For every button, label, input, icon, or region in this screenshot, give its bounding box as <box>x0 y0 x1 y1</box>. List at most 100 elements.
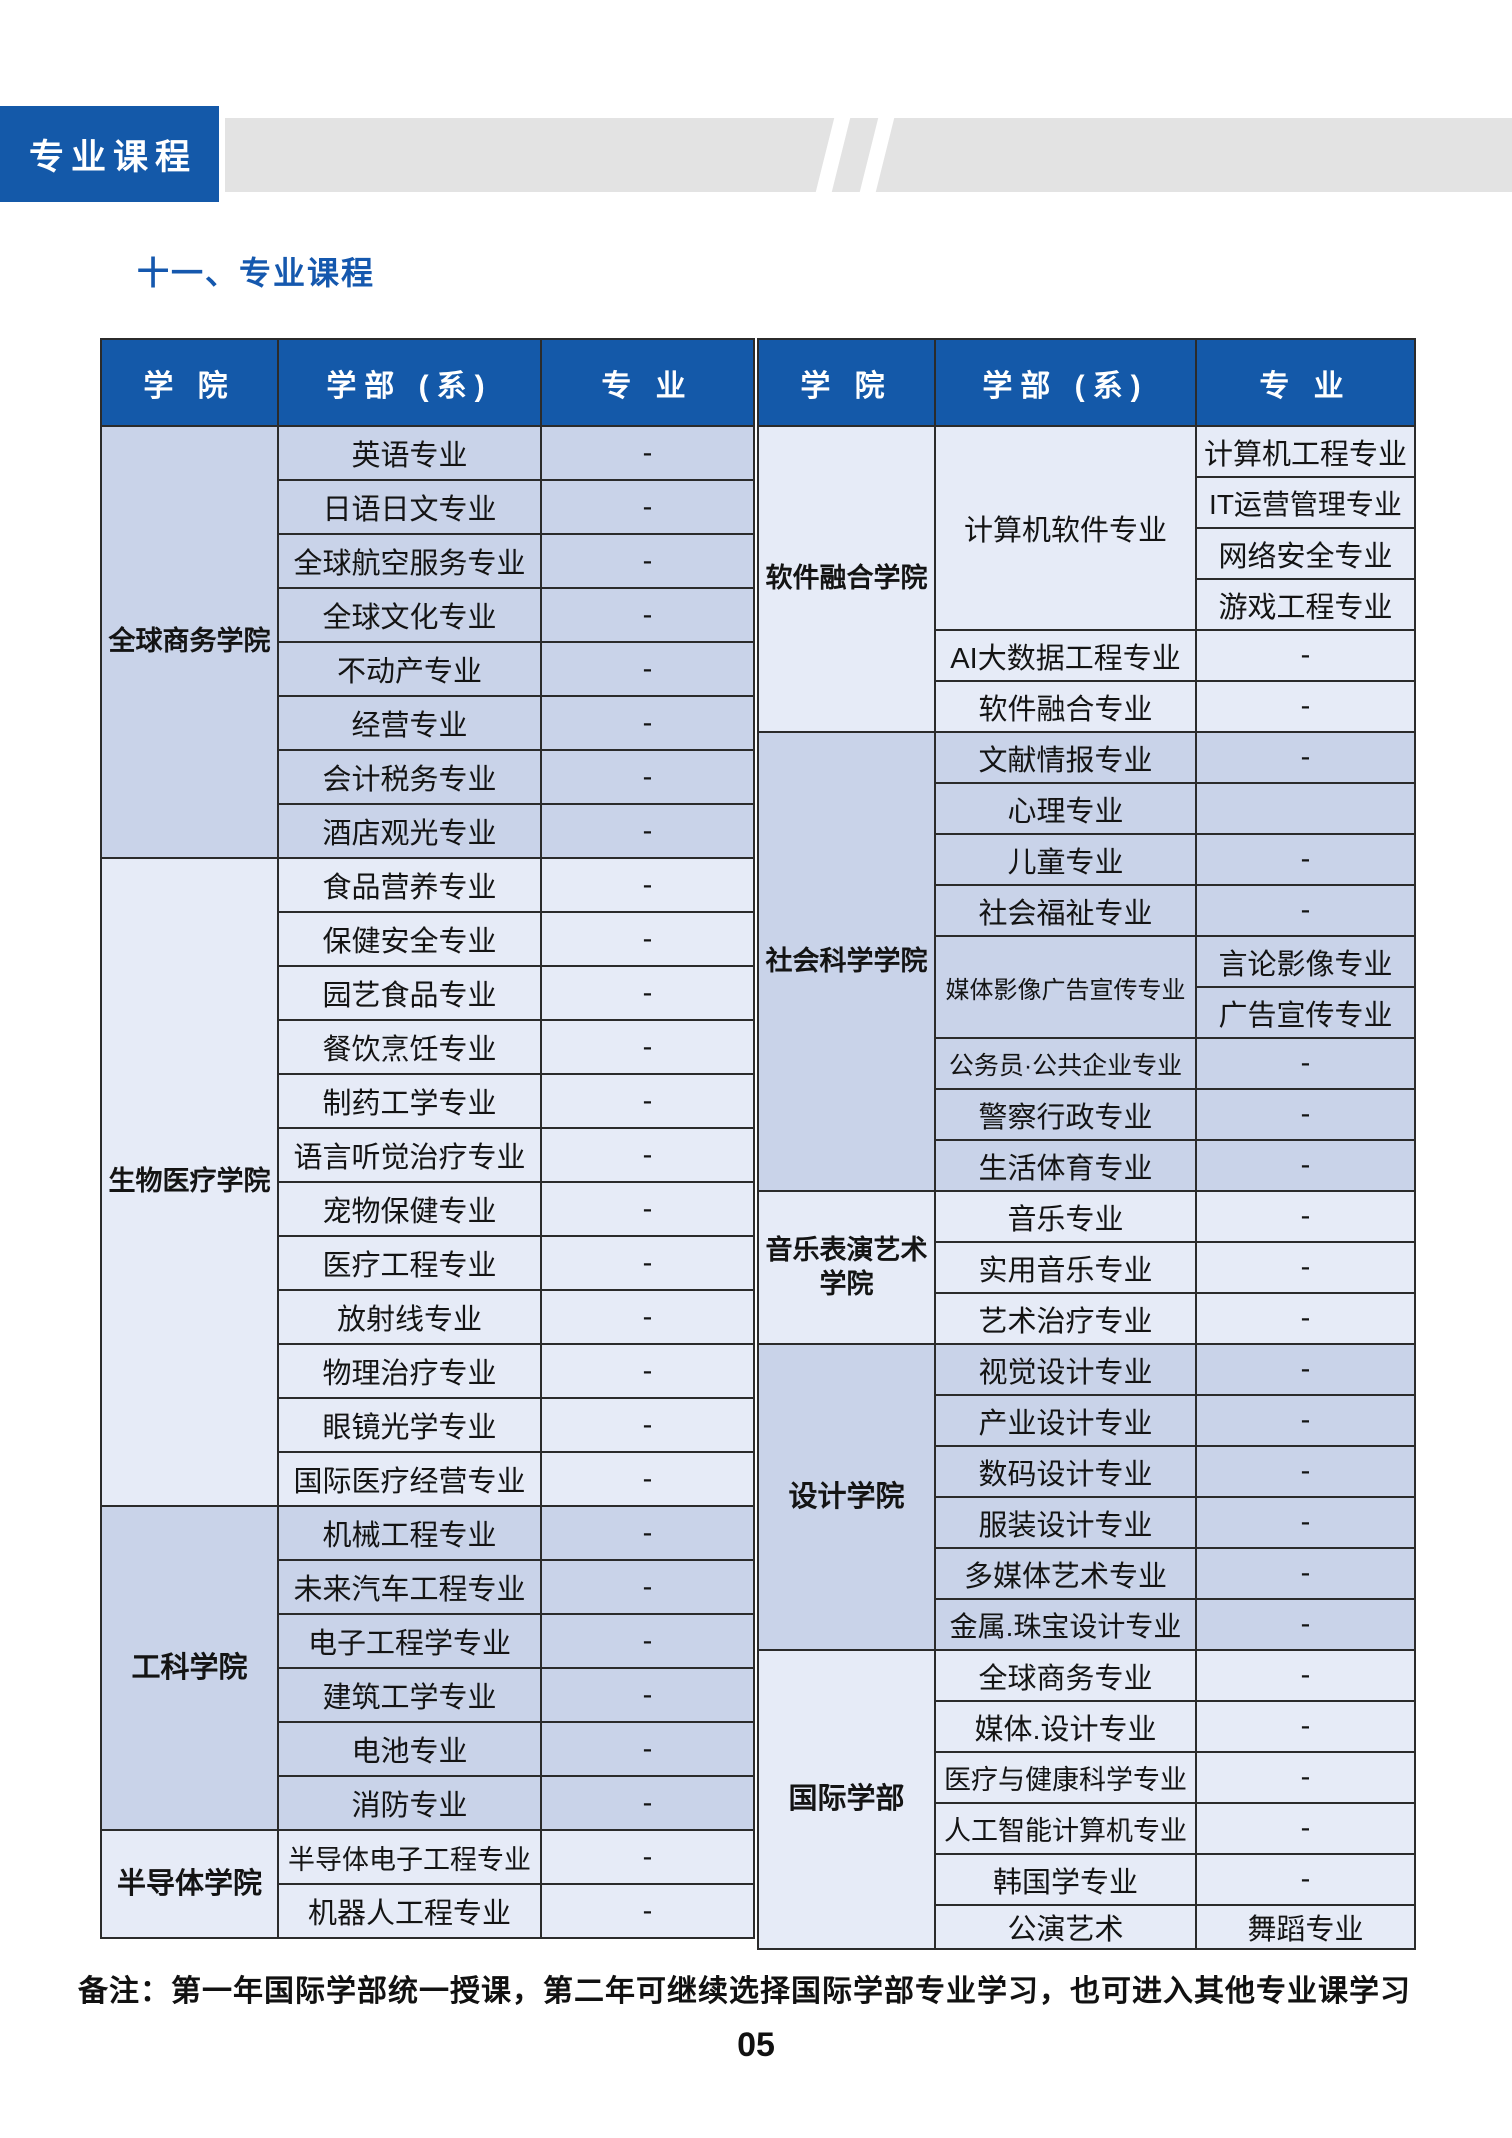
department-cell: 放射线专业 <box>277 1289 542 1345</box>
college-cell: 全球商务学院 <box>100 425 279 859</box>
major-cell: - <box>1195 731 1416 784</box>
major-cell: - <box>540 1451 755 1507</box>
major-cell: - <box>1195 1445 1416 1498</box>
department-cell: AI大数据工程专业 <box>934 629 1197 682</box>
department-cell: 全球航空服务专业 <box>277 533 542 589</box>
department-cell: 园艺食品专业 <box>277 965 542 1021</box>
college-cell: 生物医疗学院 <box>100 857 279 1507</box>
department-cell: 警察行政专业 <box>934 1088 1197 1141</box>
department-cell: 会计税务专业 <box>277 749 542 805</box>
major-cell: - <box>1195 1037 1416 1090</box>
major-cell: - <box>1195 1649 1416 1702</box>
department-cell: 心理专业 <box>934 782 1197 835</box>
major-cell: - <box>540 965 755 1021</box>
department-cell: 生活体育专业 <box>934 1139 1197 1192</box>
department-cell: 制药工学专业 <box>277 1073 542 1129</box>
department-cell: 医疗工程专业 <box>277 1235 542 1291</box>
department-cell: 艺术治疗专业 <box>934 1292 1197 1345</box>
column-header: 学 院 <box>100 338 279 427</box>
major-cell: 言论影像专业 <box>1195 935 1416 988</box>
major-cell: 游戏工程专业 <box>1195 578 1416 631</box>
department-cell: 文献情报专业 <box>934 731 1197 784</box>
department-cell: 儿童专业 <box>934 833 1197 886</box>
department-cell: 机器人工程专业 <box>277 1883 542 1939</box>
major-cell: - <box>1195 833 1416 886</box>
course-table-left: 学 院学部 (系) 专 业全球商务学院 英语专业 - 日语日文专业 - 全球航空服务专业 - 全… <box>100 338 755 1939</box>
major-cell: - <box>540 533 755 589</box>
major-cell: IT运营管理专业 <box>1195 476 1416 529</box>
major-cell: - <box>540 587 755 643</box>
major-cell: - <box>540 749 755 805</box>
stripe-slash <box>814 118 852 192</box>
major-cell: - <box>540 1883 755 1939</box>
major-cell: - <box>1195 1802 1416 1855</box>
column-header: 专 业 <box>540 338 755 427</box>
department-cell: 媒体.设计专业 <box>934 1700 1197 1753</box>
department-cell: 社会福祉专业 <box>934 884 1197 937</box>
college-cell: 音乐表演艺术 学院 <box>757 1190 936 1345</box>
major-cell: - <box>540 1127 755 1183</box>
major-cell: - <box>1195 1700 1416 1753</box>
major-cell: - <box>540 425 755 481</box>
major-cell: - <box>540 1829 755 1885</box>
department-cell: 酒店观光专业 <box>277 803 542 859</box>
major-cell: - <box>540 1181 755 1237</box>
major-cell: - <box>1195 1598 1416 1651</box>
major-cell: - <box>1195 1853 1416 1906</box>
college-cell: 半导体学院 <box>100 1829 279 1939</box>
department-cell: 韩国学专业 <box>934 1853 1197 1906</box>
section-title: 十一、专业课程 <box>137 255 376 291</box>
major-cell: - <box>540 803 755 859</box>
department-cell: 全球商务专业 <box>934 1649 1197 1702</box>
department-cell: 软件融合专业 <box>934 680 1197 733</box>
major-cell: 舞蹈专业 <box>1195 1904 1416 1950</box>
department-cell: 餐饮烹饪专业 <box>277 1019 542 1075</box>
footnote: 备注：第一年国际学部统一授课，第二年可继续选择国际学部专业学习，也可进入其他专业… <box>78 1975 1411 2008</box>
major-cell: - <box>540 911 755 967</box>
major-cell: - <box>540 1559 755 1615</box>
major-cell <box>1195 782 1416 835</box>
department-cell: 建筑工学专业 <box>277 1667 542 1723</box>
department-cell: 医疗与健康科学专业 <box>934 1751 1197 1804</box>
department-cell: 日语日文专业 <box>277 479 542 535</box>
major-cell: - <box>1195 1496 1416 1549</box>
department-cell: 音乐专业 <box>934 1190 1197 1243</box>
major-cell: - <box>540 1343 755 1399</box>
department-cell: 宠物保健专业 <box>277 1181 542 1237</box>
major-cell: - <box>1195 1394 1416 1447</box>
department-cell: 语言听觉治疗专业 <box>277 1127 542 1183</box>
course-table-right: 学 院学部 (系) 专 业软件融合学院 计算机软件专业 计算机工程专业 IT运营管理专业… <box>757 338 1416 1950</box>
major-cell: - <box>540 1397 755 1453</box>
department-cell: 多媒体艺术专业 <box>934 1547 1197 1600</box>
department-cell: 消防专业 <box>277 1775 542 1831</box>
college-cell: 社会科学学院 <box>757 731 936 1192</box>
department-cell: 计算机软件专业 <box>934 425 1197 631</box>
page-header-banner: 专业课程 <box>0 106 219 202</box>
department-cell: 媒体影像广告宣传专业 <box>934 935 1197 1039</box>
department-cell: 视觉设计专业 <box>934 1343 1197 1396</box>
college-cell: 设计学院 <box>757 1343 936 1651</box>
major-cell: - <box>1195 1088 1416 1141</box>
column-header: 学 院 <box>757 338 936 427</box>
department-cell: 服装设计专业 <box>934 1496 1197 1549</box>
major-cell: - <box>540 641 755 697</box>
major-cell: - <box>540 1775 755 1831</box>
department-cell: 产业设计专业 <box>934 1394 1197 1447</box>
major-cell: - <box>1195 1343 1416 1396</box>
major-cell: - <box>1195 629 1416 682</box>
department-cell: 物理治疗专业 <box>277 1343 542 1399</box>
department-cell: 英语专业 <box>277 425 542 481</box>
column-header: 专 业 <box>1195 338 1416 427</box>
major-cell: - <box>1195 1751 1416 1804</box>
department-cell: 全球文化专业 <box>277 587 542 643</box>
department-cell: 机械工程专业 <box>277 1505 542 1561</box>
major-cell: - <box>540 695 755 751</box>
department-cell: 电子工程学专业 <box>277 1613 542 1669</box>
department-cell: 实用音乐专业 <box>934 1241 1197 1294</box>
major-cell: - <box>540 1019 755 1075</box>
major-cell: - <box>1195 884 1416 937</box>
banner-label: 专业课程 <box>28 137 197 177</box>
college-cell: 软件融合学院 <box>757 425 936 733</box>
department-cell: 数码设计专业 <box>934 1445 1197 1498</box>
